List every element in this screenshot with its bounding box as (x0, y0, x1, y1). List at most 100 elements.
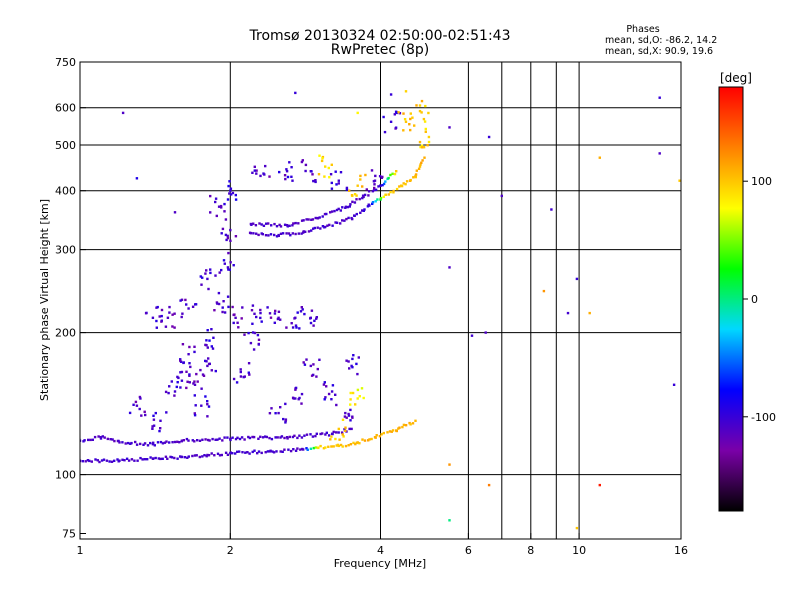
echo-cloud-point (393, 113, 396, 116)
echo-cloud-point (315, 317, 318, 320)
echo-cloud-point (211, 347, 215, 350)
colorbar-label: [deg] (720, 71, 752, 85)
echo-trace-point (285, 224, 289, 227)
echo-trace-point (168, 441, 171, 444)
echo-trace-point (287, 448, 290, 451)
echo-trace-point (310, 229, 313, 232)
echo-cloud-point (134, 400, 138, 404)
echo-cloud-point (204, 359, 207, 363)
echo-cloud-point (349, 408, 352, 412)
echo-trace-point (207, 438, 210, 442)
echo-cloud-point (330, 398, 333, 401)
echo-trace-point (186, 456, 189, 459)
echo-cloud-point (348, 367, 351, 370)
echo-trace-point (105, 459, 109, 462)
echo-cloud-point (321, 157, 324, 160)
echo-cloud-point (219, 204, 223, 208)
echo-cloud-point (210, 369, 213, 372)
y-tick-label: 200 (55, 327, 76, 340)
echo-cloud-point (273, 312, 277, 315)
phase-stats: Phases mean, sd,O: -86.2, 14.2 mean, sd,… (605, 24, 717, 57)
colorbar: [deg] 100 0 -100 (718, 71, 776, 512)
echo-cloud-point (201, 373, 205, 376)
echo-trace-point (297, 232, 300, 235)
echo-cloud-point (304, 169, 307, 173)
echo-cloud-point (158, 315, 161, 318)
echo-cloud-point (382, 115, 385, 119)
echo-cloud-point (159, 419, 162, 422)
echo-trace-point (300, 219, 304, 222)
echo-trace-point (408, 421, 411, 425)
echo-cloud-point (234, 198, 238, 201)
echo-cloud-point (160, 308, 164, 312)
echo-cloud-point (164, 390, 168, 394)
echo-trace-point (238, 437, 242, 441)
echo-trace-point (302, 231, 305, 234)
echo-cloud-point (138, 395, 142, 399)
echo-trace-point (279, 232, 283, 235)
echo-cloud-point (350, 194, 354, 197)
echo-trace-point (100, 459, 104, 462)
echo-trace-point (384, 180, 387, 183)
echo-trace-point (378, 435, 382, 438)
echo-trace-point (220, 453, 223, 457)
echo-trace-point (372, 189, 376, 192)
echo-cloud-point (353, 193, 357, 196)
echo-cloud-point (173, 394, 176, 397)
x-tick-label: 6 (465, 544, 472, 557)
echo-cloud-point (185, 303, 188, 306)
echo-trace-point (221, 439, 224, 442)
echo-cloud-point (323, 381, 326, 384)
echo-trace-point (305, 447, 308, 450)
echo-trace-point (274, 436, 277, 439)
echo-trace-point (384, 193, 388, 196)
echo-cloud-point (357, 356, 360, 359)
echo-cloud-point (418, 140, 422, 144)
echo-trace-point (101, 435, 104, 438)
echo-cloud-point (257, 338, 261, 341)
echo-trace-point (285, 436, 289, 439)
echo-cloud-point (176, 381, 179, 384)
echo-trace-point (127, 441, 130, 445)
echo-cloud-point (156, 305, 159, 309)
echo-cloud-point (240, 317, 243, 320)
echo-trace-point (353, 214, 356, 217)
echo-cloud-point (310, 309, 314, 312)
echo-trace-point (89, 438, 92, 442)
echo-cloud-point (303, 312, 306, 316)
echo-trace-point (328, 223, 331, 227)
echo-trace-point (279, 436, 282, 439)
echo-trace-point (123, 459, 126, 462)
echo-trace-point (156, 441, 160, 444)
echo-cloud-point (170, 380, 173, 383)
echo-trace-point (391, 172, 394, 175)
echo-cloud-point (140, 414, 143, 417)
echo-cloud-point (291, 179, 294, 182)
echo-cloud-point (351, 366, 354, 369)
echo-trace-point (151, 443, 155, 446)
echo-trace-point (389, 190, 392, 194)
echo-cloud-point (251, 171, 254, 174)
echo-cloud-point (223, 262, 226, 265)
echo-cloud-point (359, 178, 362, 181)
echo-cloud-point (234, 316, 237, 319)
echo-trace-point (312, 446, 315, 450)
scatter-point (448, 126, 451, 129)
echo-cloud-point (283, 174, 287, 177)
echo-cloud-point (424, 104, 427, 108)
echo-trace-point (157, 457, 160, 460)
echo-cloud-point (182, 361, 185, 365)
echo-cloud-point (424, 130, 427, 133)
echo-cloud-point (270, 407, 273, 410)
echo-cloud-point (230, 193, 233, 196)
echo-cloud-point (180, 315, 183, 319)
echo-trace-point (294, 221, 297, 225)
colorbar-tick-label: 0 (751, 293, 758, 306)
echo-trace-point (251, 435, 254, 439)
echo-cloud-point (228, 180, 231, 183)
echo-trace-point (238, 450, 241, 453)
echo-cloud-point (243, 375, 246, 378)
echo-cloud-point (223, 311, 227, 314)
echo-cloud-point (295, 326, 298, 329)
echo-trace-point (312, 227, 315, 230)
